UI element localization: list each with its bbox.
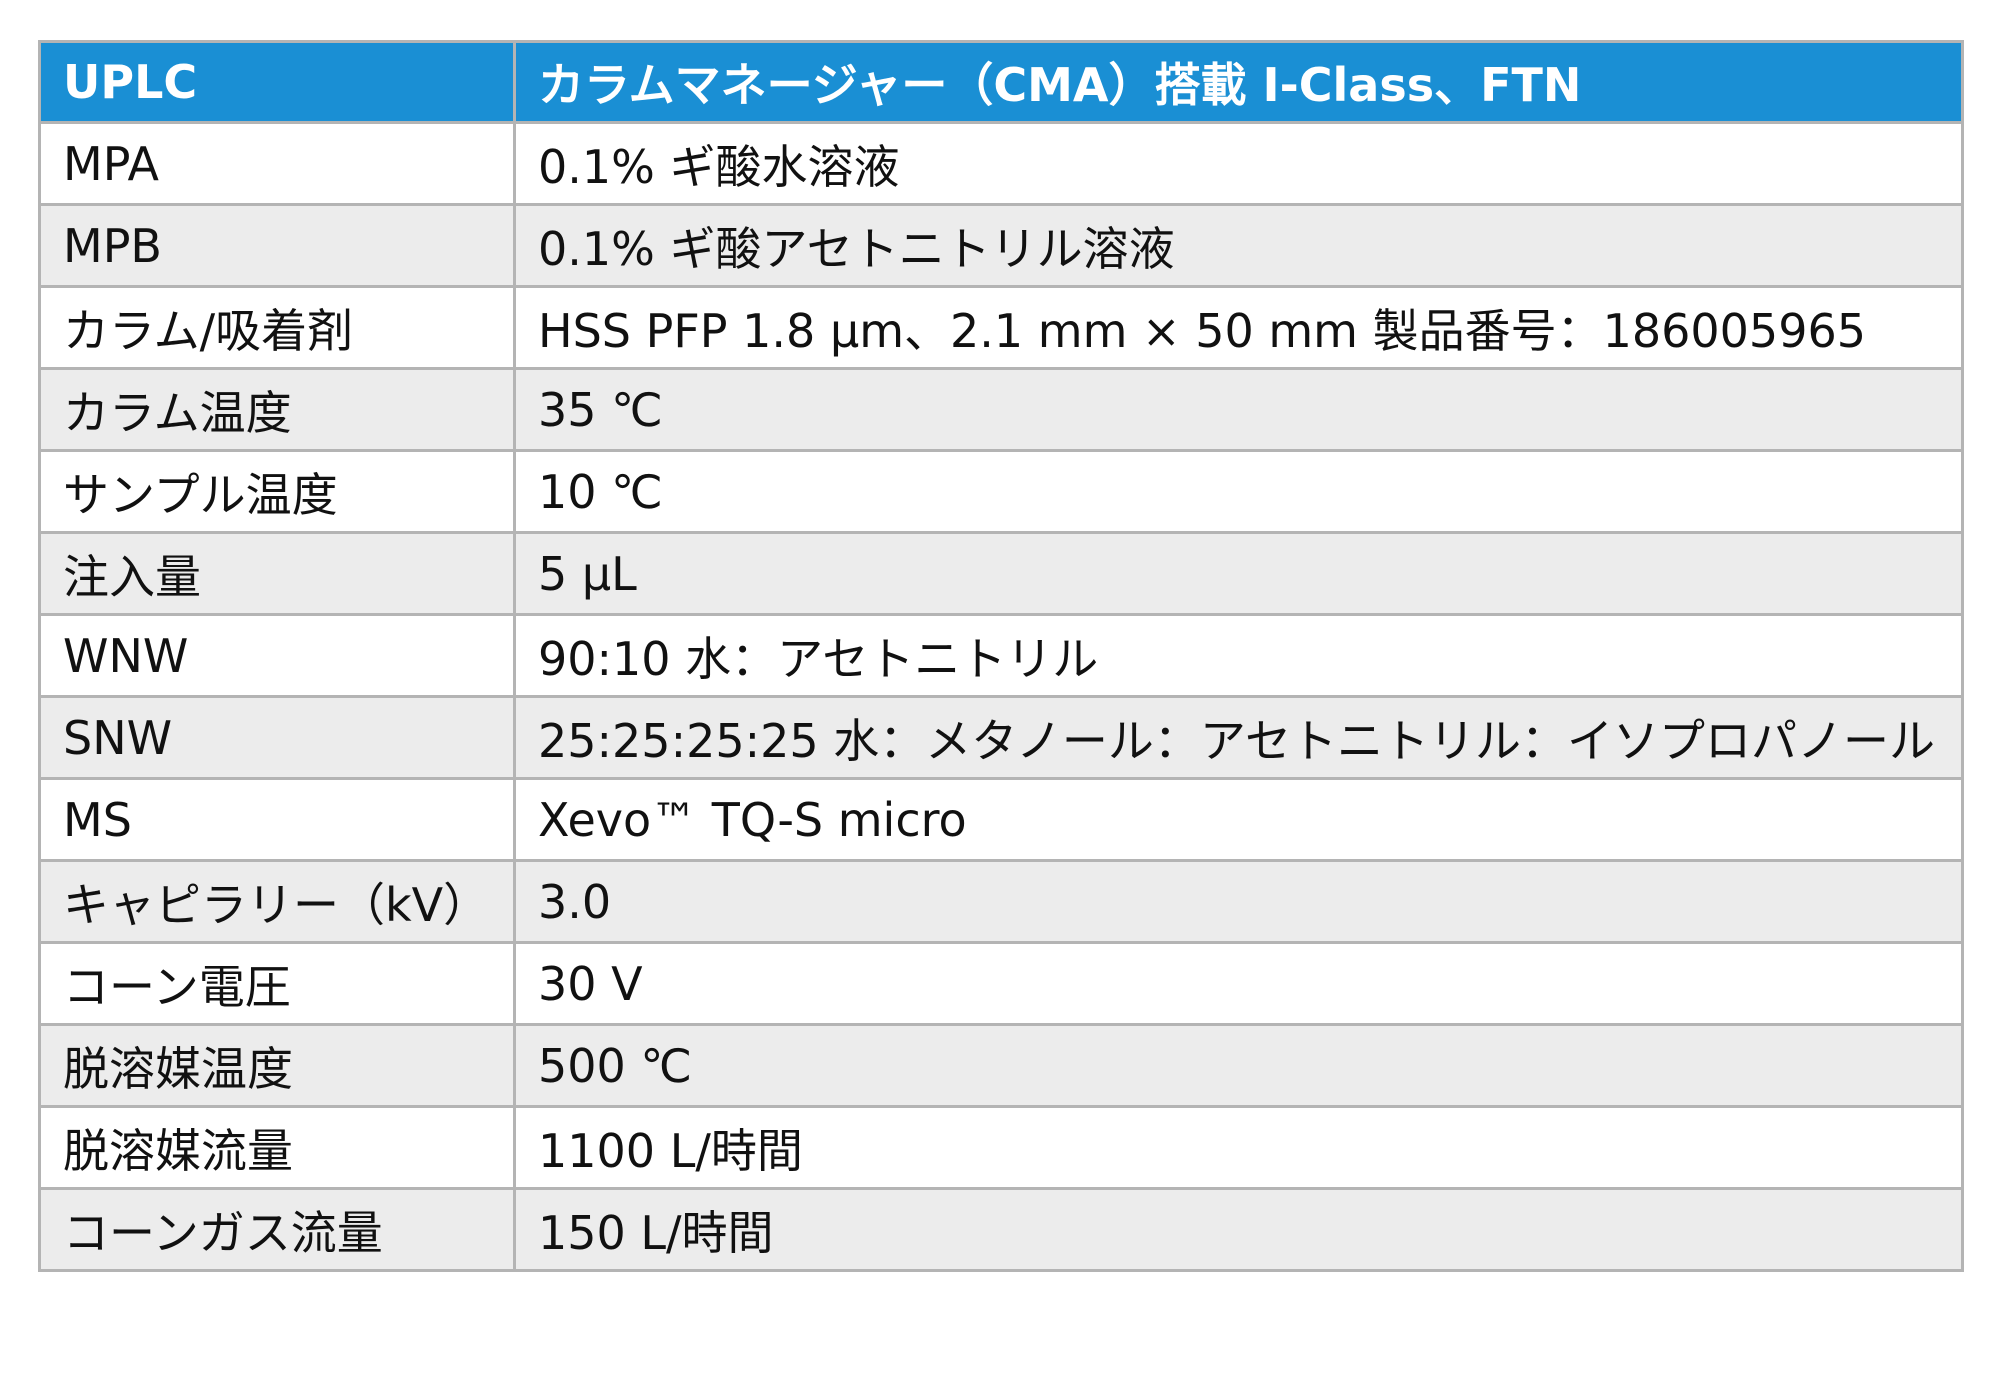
parameter-cell: コーンガス流量 <box>38 1187 516 1272</box>
value-cell: 35 ℃ <box>513 367 1964 452</box>
parameter-cell: MS <box>38 777 516 862</box>
value-cell: 30 V <box>513 941 1964 1026</box>
table-row: MS Xevo™ TQ-S micro <box>38 777 1964 862</box>
header-cell: UPLC <box>38 40 516 124</box>
parameter-cell: SNW <box>38 695 516 780</box>
value-cell: 0.1% ギ酸水溶液 <box>513 121 1964 206</box>
table-row: MPB 0.1% ギ酸アセトニトリル溶液 <box>38 203 1964 288</box>
value-cell: 150 L/時間 <box>513 1187 1964 1272</box>
table-row: 注入量 5 µL <box>38 531 1964 616</box>
table-row: コーンガス流量 150 L/時間 <box>38 1187 1964 1272</box>
value-cell: 1100 L/時間 <box>513 1105 1964 1190</box>
parameter-cell: MPB <box>38 203 516 288</box>
header-cell: カラムマネージャー（CMA）搭載 I-Class、FTN <box>513 40 1964 124</box>
parameter-cell: カラム温度 <box>38 367 516 452</box>
value-cell: 3.0 <box>513 859 1964 944</box>
value-cell: 25:25:25:25 水：メタノール：アセトニトリル：イソプロパノール <box>513 695 1964 780</box>
value-cell: 0.1% ギ酸アセトニトリル溶液 <box>513 203 1964 288</box>
table-body: UPLC カラムマネージャー（CMA）搭載 I-Class、FTN MPA 0.1… <box>38 40 1964 1272</box>
table-row: SNW 25:25:25:25 水：メタノール：アセトニトリル：イソプロパノール <box>38 695 1964 780</box>
value-cell: 5 µL <box>513 531 1964 616</box>
value-cell: HSS PFP 1.8 µm、2.1 mm × 50 mm 製品番号：18600… <box>513 285 1964 370</box>
header-row: UPLC カラムマネージャー（CMA）搭載 I-Class、FTN <box>38 40 1964 124</box>
parameter-cell: サンプル温度 <box>38 449 516 534</box>
parameter-cell: コーン電圧 <box>38 941 516 1026</box>
table-row: コーン電圧 30 V <box>38 941 1964 1026</box>
table-row: 脱溶媒流量 1100 L/時間 <box>38 1105 1964 1190</box>
value-cell: Xevo™ TQ-S micro <box>513 777 1964 862</box>
value-cell: 90:10 水：アセトニトリル <box>513 613 1964 698</box>
table-row: サンプル温度 10 ℃ <box>38 449 1964 534</box>
table-row: MPA 0.1% ギ酸水溶液 <box>38 121 1964 206</box>
spec-table: UPLC カラムマネージャー（CMA）搭載 I-Class、FTN MPA 0.1… <box>38 40 1964 1272</box>
parameter-cell: 脱溶媒流量 <box>38 1105 516 1190</box>
parameter-cell: 脱溶媒温度 <box>38 1023 516 1108</box>
table-row: 脱溶媒温度 500 ℃ <box>38 1023 1964 1108</box>
table-row: キャピラリー（kV） 3.0 <box>38 859 1964 944</box>
parameter-cell: キャピラリー（kV） <box>38 859 516 944</box>
value-cell: 10 ℃ <box>513 449 1964 534</box>
parameter-cell: カラム/吸着剤 <box>38 285 516 370</box>
parameter-cell: WNW <box>38 613 516 698</box>
parameter-cell: 注入量 <box>38 531 516 616</box>
value-cell: 500 ℃ <box>513 1023 1964 1108</box>
table-row: カラム温度 35 ℃ <box>38 367 1964 452</box>
table-row: カラム/吸着剤 HSS PFP 1.8 µm、2.1 mm × 50 mm 製品番… <box>38 285 1964 370</box>
parameter-cell: MPA <box>38 121 516 206</box>
table-row: WNW 90:10 水：アセトニトリル <box>38 613 1964 698</box>
